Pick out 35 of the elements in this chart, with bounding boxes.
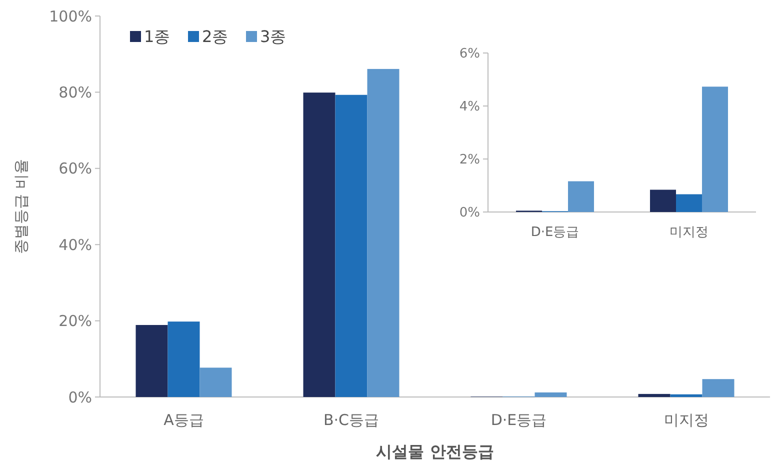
bar [200, 368, 232, 397]
y-tick-label: 20% [58, 312, 92, 330]
x-axis-title: 시설물 안전등급 [376, 442, 494, 461]
x-tick-label: A등급 [164, 411, 204, 429]
bar [168, 322, 200, 397]
legend-label: 1종 [144, 27, 170, 46]
y-tick-label: 2% [459, 152, 480, 168]
bar [303, 92, 336, 397]
bar [670, 394, 702, 397]
x-tick-label: 미지정 [670, 225, 708, 240]
bar [702, 379, 734, 397]
x-tick-label: D·E등급 [490, 411, 547, 429]
y-tick-label: 0% [68, 388, 92, 406]
legend-label: 3종 [260, 27, 286, 46]
y-tick-label: 40% [58, 236, 92, 254]
bar [136, 324, 168, 397]
y-tick-label: 0% [459, 206, 480, 221]
bar [335, 94, 368, 397]
bar [367, 68, 400, 397]
y-tick-label: 60% [58, 160, 92, 178]
x-tick-label: D·E등급 [530, 225, 580, 240]
x-tick-label: 미지정 [664, 411, 709, 429]
bar [638, 394, 670, 397]
y-axis-title: 종별등급 비율 [12, 159, 30, 254]
legend-label: 2종 [202, 27, 228, 46]
bar [702, 86, 728, 212]
y-tick-label: 100% [49, 7, 92, 26]
y-tick-label: 80% [58, 83, 92, 102]
x-tick-label: B·C등급 [323, 411, 380, 429]
y-tick-label: 4% [459, 100, 480, 115]
y-tick-label: 6% [459, 46, 480, 62]
bar [534, 392, 567, 397]
bar [650, 190, 676, 212]
bar [568, 181, 594, 212]
bar [676, 194, 702, 212]
